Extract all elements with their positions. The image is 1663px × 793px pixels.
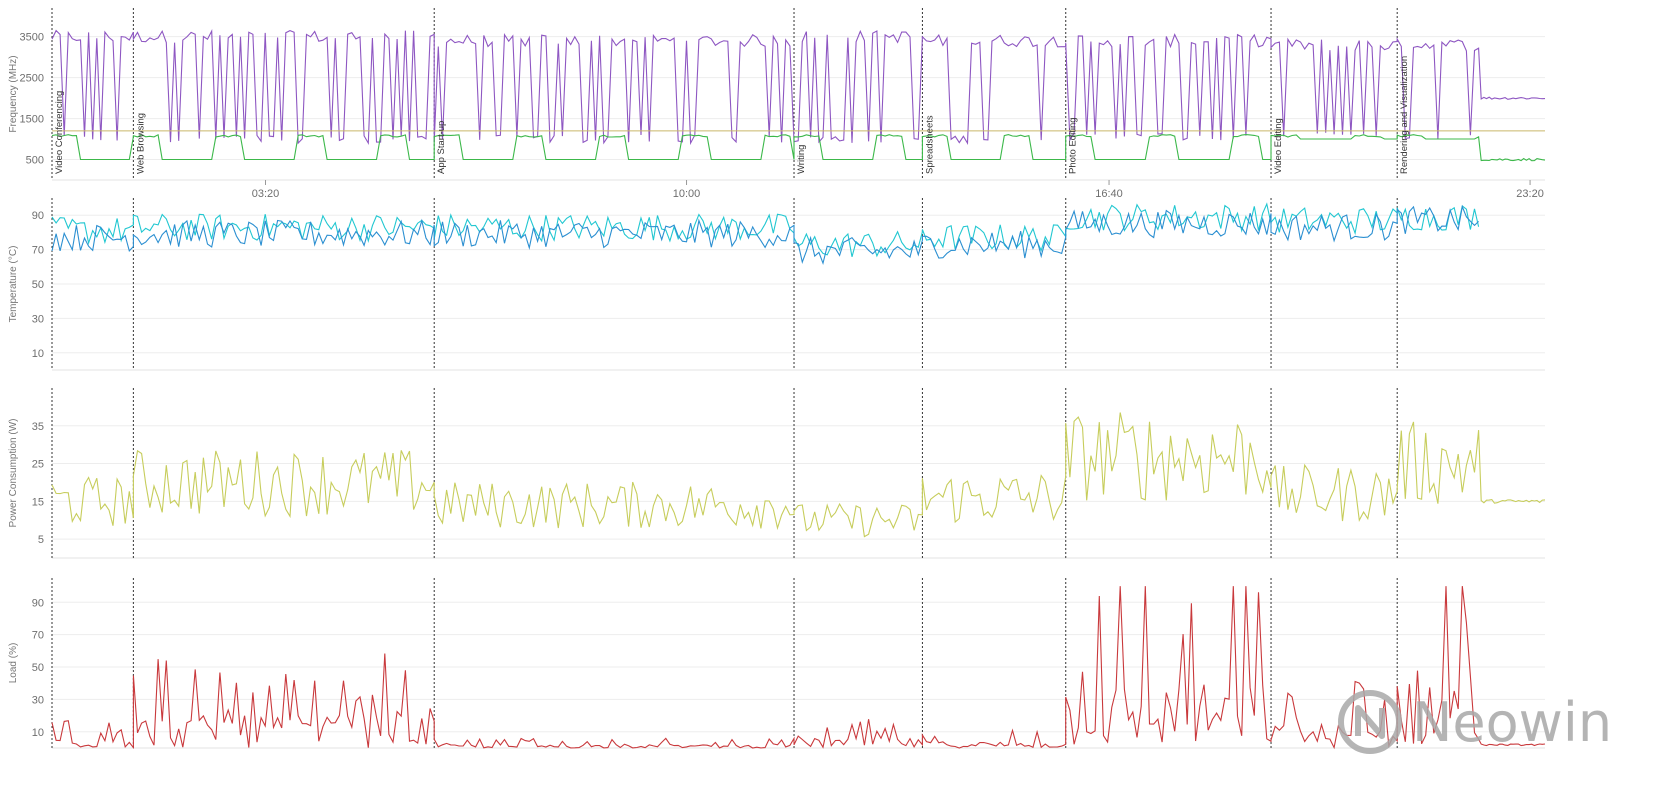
series-line bbox=[51, 28, 1546, 146]
y-tick-label: 2500 bbox=[20, 73, 44, 85]
y-tick-label: 10 bbox=[32, 348, 44, 360]
y-tick-label: 90 bbox=[32, 210, 44, 222]
y-tick-label: 25 bbox=[32, 459, 44, 471]
x-tick-label: 23:20 bbox=[1516, 188, 1544, 200]
y-tick-label: 500 bbox=[26, 155, 44, 167]
segment-label: Photo Editing bbox=[1068, 117, 1079, 174]
series-line bbox=[51, 133, 1546, 162]
y-tick-label: 3500 bbox=[20, 32, 44, 44]
x-tick-label: 10:00 bbox=[673, 188, 701, 200]
series-line bbox=[51, 202, 1480, 258]
y-axis-label: Power Consumption (W) bbox=[8, 419, 19, 528]
panel-2: 5 15 25 35 Power Consumption (W) bbox=[8, 388, 1546, 559]
series-line bbox=[51, 586, 1546, 750]
y-tick-label: 70 bbox=[32, 245, 44, 257]
y-tick-label: 1500 bbox=[20, 114, 44, 126]
y-tick-label: 70 bbox=[32, 630, 44, 642]
watermark: Neowin bbox=[1338, 690, 1612, 754]
y-tick-label: 30 bbox=[32, 694, 44, 706]
segment-label: Rendering and Visualization bbox=[1399, 56, 1410, 174]
y-tick-label: 50 bbox=[32, 279, 44, 291]
neowin-logo-icon bbox=[1338, 690, 1402, 754]
y-axis-label: Load (%) bbox=[8, 643, 19, 684]
x-tick-label: 16:40 bbox=[1095, 188, 1123, 200]
series-line bbox=[51, 204, 1479, 266]
y-tick-label: 5 bbox=[38, 534, 44, 546]
y-tick-label: 35 bbox=[32, 421, 44, 433]
y-tick-label: 10 bbox=[32, 727, 44, 739]
segment-label: Spreadsheets bbox=[924, 115, 935, 174]
segment-label: Writing bbox=[796, 145, 807, 174]
y-tick-label: 30 bbox=[32, 313, 44, 325]
y-tick-label: 15 bbox=[32, 496, 44, 508]
y-tick-label: 50 bbox=[32, 662, 44, 674]
segment-label: App Start-up bbox=[436, 121, 447, 174]
y-tick-label: 90 bbox=[32, 597, 44, 609]
watermark-text: Neowin bbox=[1412, 691, 1612, 754]
segment-label: Web Browsing bbox=[135, 113, 146, 174]
x-tick-label: 03:20 bbox=[252, 188, 280, 200]
y-axis-label: Frequency (MHz) bbox=[8, 55, 19, 132]
series-line bbox=[51, 412, 1546, 538]
y-axis-label: Temperature (°C) bbox=[8, 246, 19, 323]
panel-3: 10 30 50 70 90 Load (%) bbox=[8, 578, 1546, 750]
panel-1: 10 30 50 70 90 Temperature (°C) bbox=[8, 198, 1545, 371]
segment-label: Video Conferencing bbox=[54, 91, 65, 174]
segment-label: Video Editing bbox=[1273, 118, 1284, 174]
